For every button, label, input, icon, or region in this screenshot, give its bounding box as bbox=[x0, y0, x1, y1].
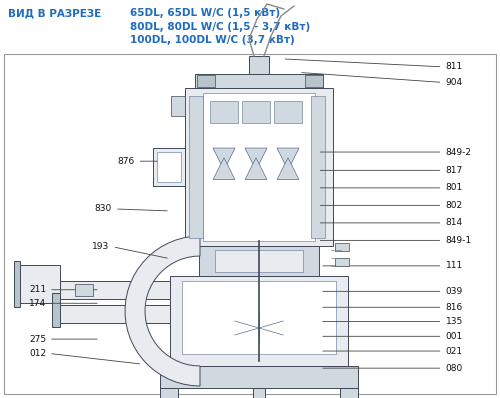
Bar bbox=[4, 54, 496, 394]
Polygon shape bbox=[213, 148, 235, 170]
Bar bbox=[253, 388, 265, 398]
Bar bbox=[170, 276, 348, 366]
Bar bbox=[60, 281, 170, 299]
Polygon shape bbox=[213, 158, 235, 179]
Bar bbox=[335, 243, 349, 251]
Bar bbox=[199, 246, 319, 276]
Text: 100DL, 100DL W/C (3,7 кВт): 100DL, 100DL W/C (3,7 кВт) bbox=[130, 35, 295, 45]
Bar bbox=[242, 101, 270, 123]
Text: 802: 802 bbox=[446, 201, 462, 210]
Bar bbox=[20, 265, 60, 303]
Bar bbox=[210, 101, 238, 123]
Polygon shape bbox=[245, 148, 267, 170]
Bar bbox=[160, 388, 178, 398]
Bar bbox=[203, 93, 315, 241]
Bar bbox=[157, 152, 181, 182]
Bar bbox=[160, 366, 358, 388]
Bar bbox=[52, 293, 60, 327]
Bar bbox=[171, 96, 185, 116]
Polygon shape bbox=[245, 158, 267, 179]
Text: 275: 275 bbox=[29, 335, 46, 343]
Text: 904: 904 bbox=[446, 78, 462, 87]
Bar bbox=[215, 250, 303, 272]
Text: 174: 174 bbox=[29, 299, 46, 308]
Text: 135: 135 bbox=[446, 317, 463, 326]
Bar bbox=[153, 148, 185, 186]
Bar bbox=[311, 96, 325, 238]
Polygon shape bbox=[277, 158, 299, 179]
Bar bbox=[197, 75, 215, 87]
Text: 816: 816 bbox=[446, 303, 463, 312]
Text: 65DL, 65DL W/C (1,5 кВт): 65DL, 65DL W/C (1,5 кВт) bbox=[130, 8, 280, 18]
Text: 021: 021 bbox=[446, 347, 462, 355]
Polygon shape bbox=[277, 148, 299, 170]
Text: 811: 811 bbox=[446, 62, 463, 71]
Text: 193: 193 bbox=[92, 242, 110, 251]
Text: 039: 039 bbox=[446, 287, 463, 296]
Bar bbox=[75, 284, 93, 296]
Bar bbox=[340, 388, 358, 398]
Text: 817: 817 bbox=[446, 166, 463, 175]
Polygon shape bbox=[125, 236, 200, 386]
Bar bbox=[185, 88, 333, 246]
Bar bbox=[335, 258, 349, 266]
Text: 211: 211 bbox=[29, 285, 46, 294]
Text: 111: 111 bbox=[446, 261, 463, 270]
Text: 876: 876 bbox=[117, 157, 134, 166]
Text: 801: 801 bbox=[446, 183, 463, 192]
Bar bbox=[305, 75, 323, 87]
Text: 849-2: 849-2 bbox=[446, 148, 471, 156]
Bar bbox=[274, 101, 302, 123]
Text: 849-1: 849-1 bbox=[446, 236, 471, 245]
Text: 001: 001 bbox=[446, 332, 463, 341]
Bar bbox=[195, 74, 323, 88]
Text: 814: 814 bbox=[446, 219, 462, 227]
Text: 012: 012 bbox=[29, 349, 46, 358]
Text: ВИД В РАЗРЕЗЕ: ВИД В РАЗРЕЗЕ bbox=[8, 8, 101, 18]
Bar bbox=[60, 305, 170, 323]
Bar bbox=[249, 56, 269, 74]
Text: 830: 830 bbox=[95, 205, 112, 213]
Bar bbox=[14, 261, 20, 307]
Bar bbox=[182, 281, 336, 354]
Bar bbox=[189, 96, 203, 238]
Text: 080: 080 bbox=[446, 364, 463, 373]
Text: 80DL, 80DL W/C (1,5 - 3,7 кВт): 80DL, 80DL W/C (1,5 - 3,7 кВт) bbox=[130, 21, 310, 31]
